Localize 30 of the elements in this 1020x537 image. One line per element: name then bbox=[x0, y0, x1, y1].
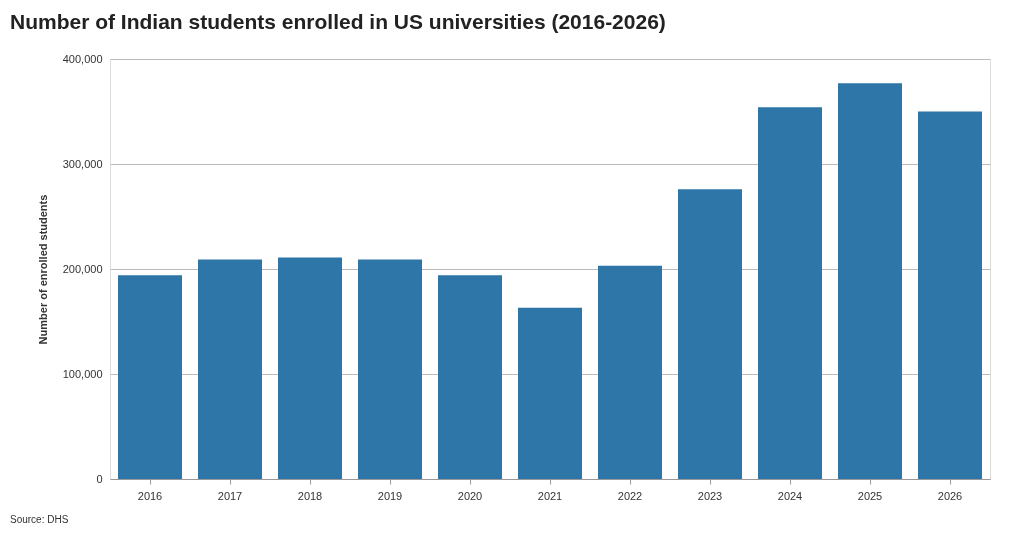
bar bbox=[278, 257, 342, 479]
x-tick-label: 2022 bbox=[617, 489, 643, 502]
y-tick-label: 300,000 bbox=[62, 157, 103, 170]
bar bbox=[678, 189, 742, 479]
x-tick-label: 2018 bbox=[297, 489, 323, 502]
x-tick-label: 2023 bbox=[697, 489, 723, 502]
x-tick-label: 2021 bbox=[537, 489, 563, 502]
source-note: Source: DHS bbox=[10, 514, 69, 525]
bar bbox=[758, 107, 822, 479]
y-tick-label: 100,000 bbox=[62, 367, 103, 380]
chart-title: Number of Indian students enrolled in US universities (2016-2026) bbox=[10, 10, 666, 33]
x-tick-label: 2016 bbox=[137, 489, 163, 502]
bar bbox=[918, 111, 982, 479]
x-tick-label: 2025 bbox=[857, 489, 883, 502]
bar bbox=[518, 307, 582, 479]
x-tick-label: 2026 bbox=[937, 489, 963, 502]
bar bbox=[118, 275, 182, 479]
y-tick-label: 0 bbox=[96, 472, 103, 485]
y-tick-label: 200,000 bbox=[62, 262, 103, 275]
x-tick-label: 2024 bbox=[777, 489, 803, 502]
x-tick-label: 2019 bbox=[377, 489, 403, 502]
bar bbox=[358, 259, 422, 479]
y-axis-title: Number of enrolled students bbox=[36, 194, 49, 345]
bar bbox=[598, 265, 662, 479]
bar bbox=[838, 83, 902, 479]
x-tick-label: 2017 bbox=[217, 489, 243, 502]
bar bbox=[438, 275, 502, 479]
x-tick-label: 2020 bbox=[457, 489, 483, 502]
bar bbox=[198, 259, 262, 479]
y-tick-label: 400,000 bbox=[62, 52, 103, 65]
